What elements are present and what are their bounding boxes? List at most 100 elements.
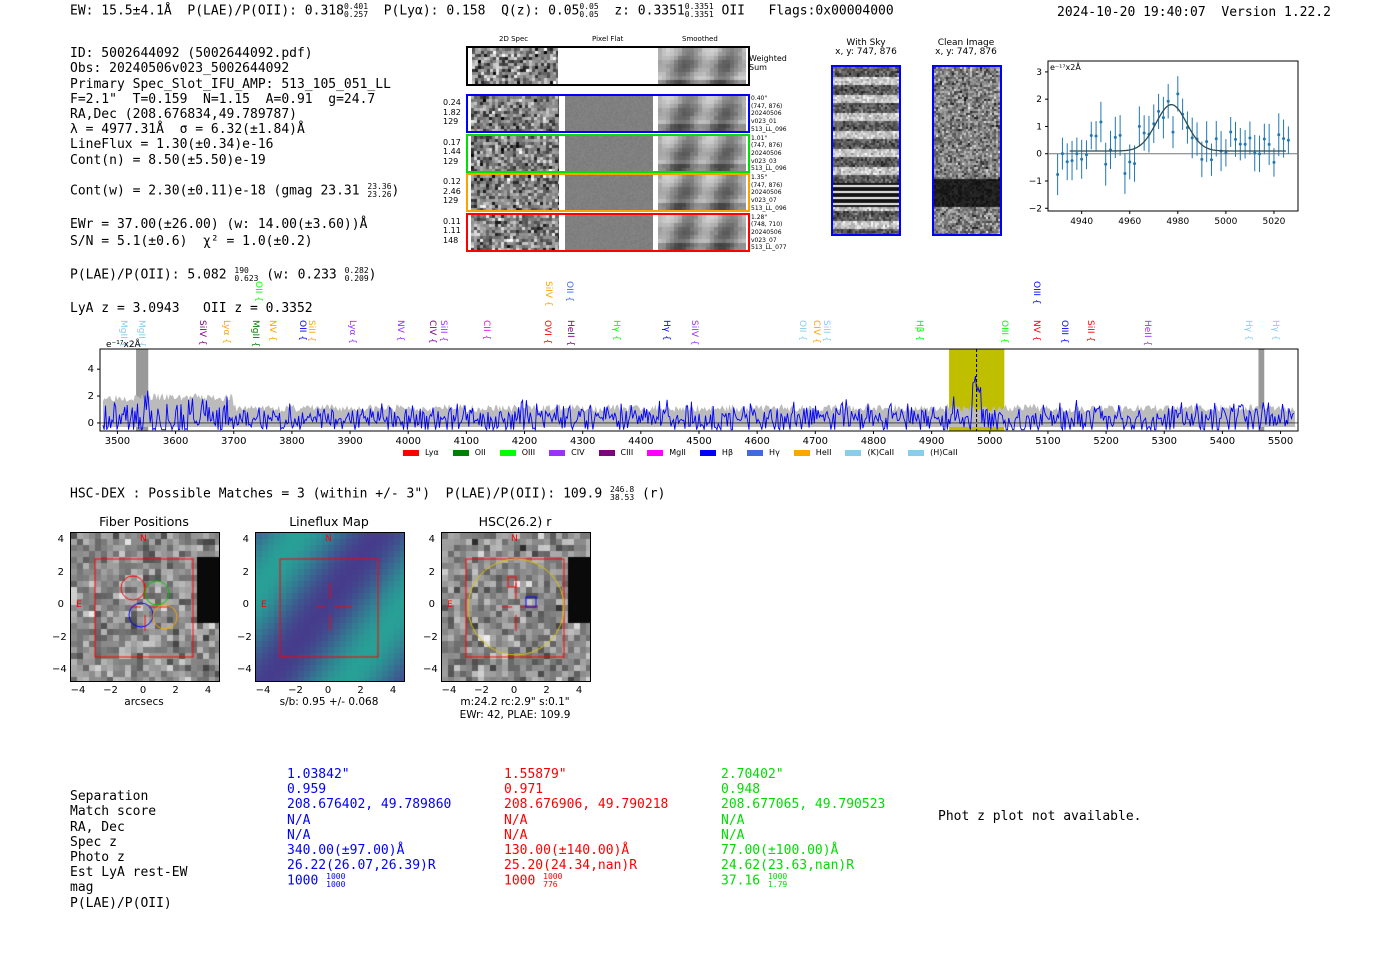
fiber-row — [466, 133, 750, 173]
spec-xtick-label: 4100 — [454, 436, 479, 447]
fiber-info-line: v023_03 — [751, 157, 777, 165]
fiber-stats: 0.24 1.82 129 — [443, 98, 461, 127]
fit-point — [1286, 138, 1290, 142]
legend-swatch — [793, 449, 810, 456]
weighted-sum-smoothed — [658, 48, 746, 84]
legend-item: HeII — [793, 448, 831, 457]
fiber-info: 1.28" (748, 710) 20240506 v023_07 513_LL_077 — [751, 214, 787, 253]
panel-xtick: 2 — [543, 685, 550, 696]
legend-swatch — [699, 449, 716, 456]
col-smoothed: Smoothed — [682, 35, 718, 43]
panel-ytick: 0 — [428, 599, 435, 610]
plae: P(LAE)/P(OII): 0.318 — [187, 3, 344, 19]
fit-ytick-label: 2 — [1036, 95, 1042, 105]
panel-xtick: −2 — [288, 685, 303, 696]
compass-north: N — [511, 534, 518, 544]
legend-item: Lyα — [403, 448, 439, 457]
legend-item: CIV — [549, 448, 585, 457]
fiber-info: 1.35" (747, 876) 20240506 v023_07 513_LL_096 — [751, 174, 787, 213]
fiber-info-line: 0.40" — [751, 95, 768, 102]
panel-xtick: 4 — [575, 685, 583, 696]
legend-swatch — [452, 449, 469, 456]
fiber-info-line: (747, 876) — [751, 142, 783, 150]
header-stats: EW: 15.5±4.1Å P(LAE)/P(OII): 0.318 0.401 0… — [70, 2, 894, 19]
legend-item: (H)CaII — [908, 448, 958, 457]
panel-xtick: −4 — [70, 685, 86, 696]
spec-xtick-label: 4900 — [919, 436, 944, 447]
fit-point — [1137, 124, 1141, 128]
match-value: 340.00(±97.00)Å — [287, 843, 405, 859]
fit-point — [1161, 116, 1165, 120]
fit-point — [1070, 159, 1074, 163]
line-label: OII { — [252, 281, 263, 302]
fit-point — [1094, 134, 1098, 138]
fiber-stat: 0.11 — [443, 216, 461, 226]
fit-point — [1214, 137, 1218, 141]
spec-xtick-label: 3900 — [337, 436, 362, 447]
fit-point — [1277, 133, 1281, 137]
fiber-stat: 0.12 — [443, 177, 461, 186]
fit-point — [1084, 153, 1088, 157]
fit-point — [1190, 136, 1194, 140]
match-column: 1.03842" 0.959 208.676402, 49.789860 N/A N/A… — [287, 767, 451, 889]
fiber-info-line: v023_07 — [751, 197, 777, 205]
panel-xtick: 2 — [357, 685, 364, 696]
fit-point — [1267, 142, 1271, 146]
legend-item: Hγ — [747, 448, 780, 457]
fiber-info-line: 20240506 — [751, 110, 782, 118]
spec-xtick-label: 3700 — [221, 436, 246, 447]
match-value: 1.03842" — [287, 767, 350, 782]
spec-xtick-label: 3500 — [105, 436, 130, 447]
match-plae: 37.16 1000 1.79 — [721, 872, 788, 890]
fiber-cutout-pixelflat — [565, 214, 653, 250]
panel-xtick: 0 — [139, 685, 147, 696]
fit-point — [1200, 157, 1204, 161]
spec-ytick-label: 4 — [88, 364, 94, 375]
fiber-info-line: 513_LL_077 — [751, 244, 787, 252]
panel-xtick: 4 — [204, 685, 212, 696]
fiber-info-line: 20240506 — [751, 149, 782, 157]
fit-point — [1080, 157, 1084, 161]
fiber-stat: 148 — [443, 235, 459, 245]
fit-point — [1224, 151, 1228, 155]
legend-label: Hβ — [721, 448, 734, 457]
fiber-stat: 0.24 — [443, 98, 461, 107]
fiber-info-line: 1.01" — [751, 134, 768, 142]
panel-title: Fiber Positions — [99, 514, 189, 529]
panel-xlabel: arcsecs — [124, 696, 164, 708]
fiber-cutout-2dspec — [471, 175, 559, 210]
fit-ylabel: e⁻¹⁷x2Å — [1050, 61, 1081, 72]
info-block: ID: 5002644092 (5002644092.pdf) Obs: 2024… — [70, 46, 400, 316]
fiber-info-line: v023_01 — [751, 118, 777, 126]
panel-ytick: 2 — [57, 566, 64, 578]
qz: Q(z): 0.05 — [501, 3, 580, 19]
fiber-stat: 129 — [443, 156, 459, 166]
fiber-info-line: 513_LL_096 — [751, 204, 787, 212]
clean-image-cutout — [932, 65, 1002, 236]
fiber-info: 1.01" (747, 876) 20240506 v023_03 513_LL_096 — [751, 135, 787, 174]
fiber-cutout-pixelflat — [565, 135, 653, 171]
panel-ytick: 0 — [242, 599, 249, 610]
panel-xlabel: m:24.2 rc:2.9" s:0.1" — [460, 696, 570, 708]
panel-xtick: 0 — [510, 685, 518, 696]
fiber-row — [466, 94, 750, 133]
legend-item: MgII — [647, 448, 686, 457]
weighted-sum-2dspec — [472, 48, 558, 84]
fit-point — [1272, 160, 1276, 164]
spec-xtick-label: 4300 — [570, 436, 595, 447]
match-value: N/A — [504, 827, 528, 843]
fit-point — [1157, 109, 1161, 113]
spec-ytick-label: 0 — [88, 418, 94, 429]
fit-point — [1234, 137, 1237, 141]
fit-ytick-label: −2 — [1029, 204, 1042, 214]
match-value: N/A — [721, 827, 745, 843]
match-value: N/A — [504, 812, 528, 828]
fit-point — [1089, 133, 1093, 137]
panel-ytick: −4 — [237, 664, 252, 675]
fiber-cutout-2dspec — [471, 135, 559, 171]
spec-xtick-label: 5200 — [1093, 436, 1118, 447]
spec-xtick-label: 3600 — [163, 436, 188, 447]
spec-xtick-label: 4700 — [803, 436, 828, 447]
compass-east: E — [447, 600, 453, 610]
panel-xtick: 4 — [389, 685, 397, 696]
